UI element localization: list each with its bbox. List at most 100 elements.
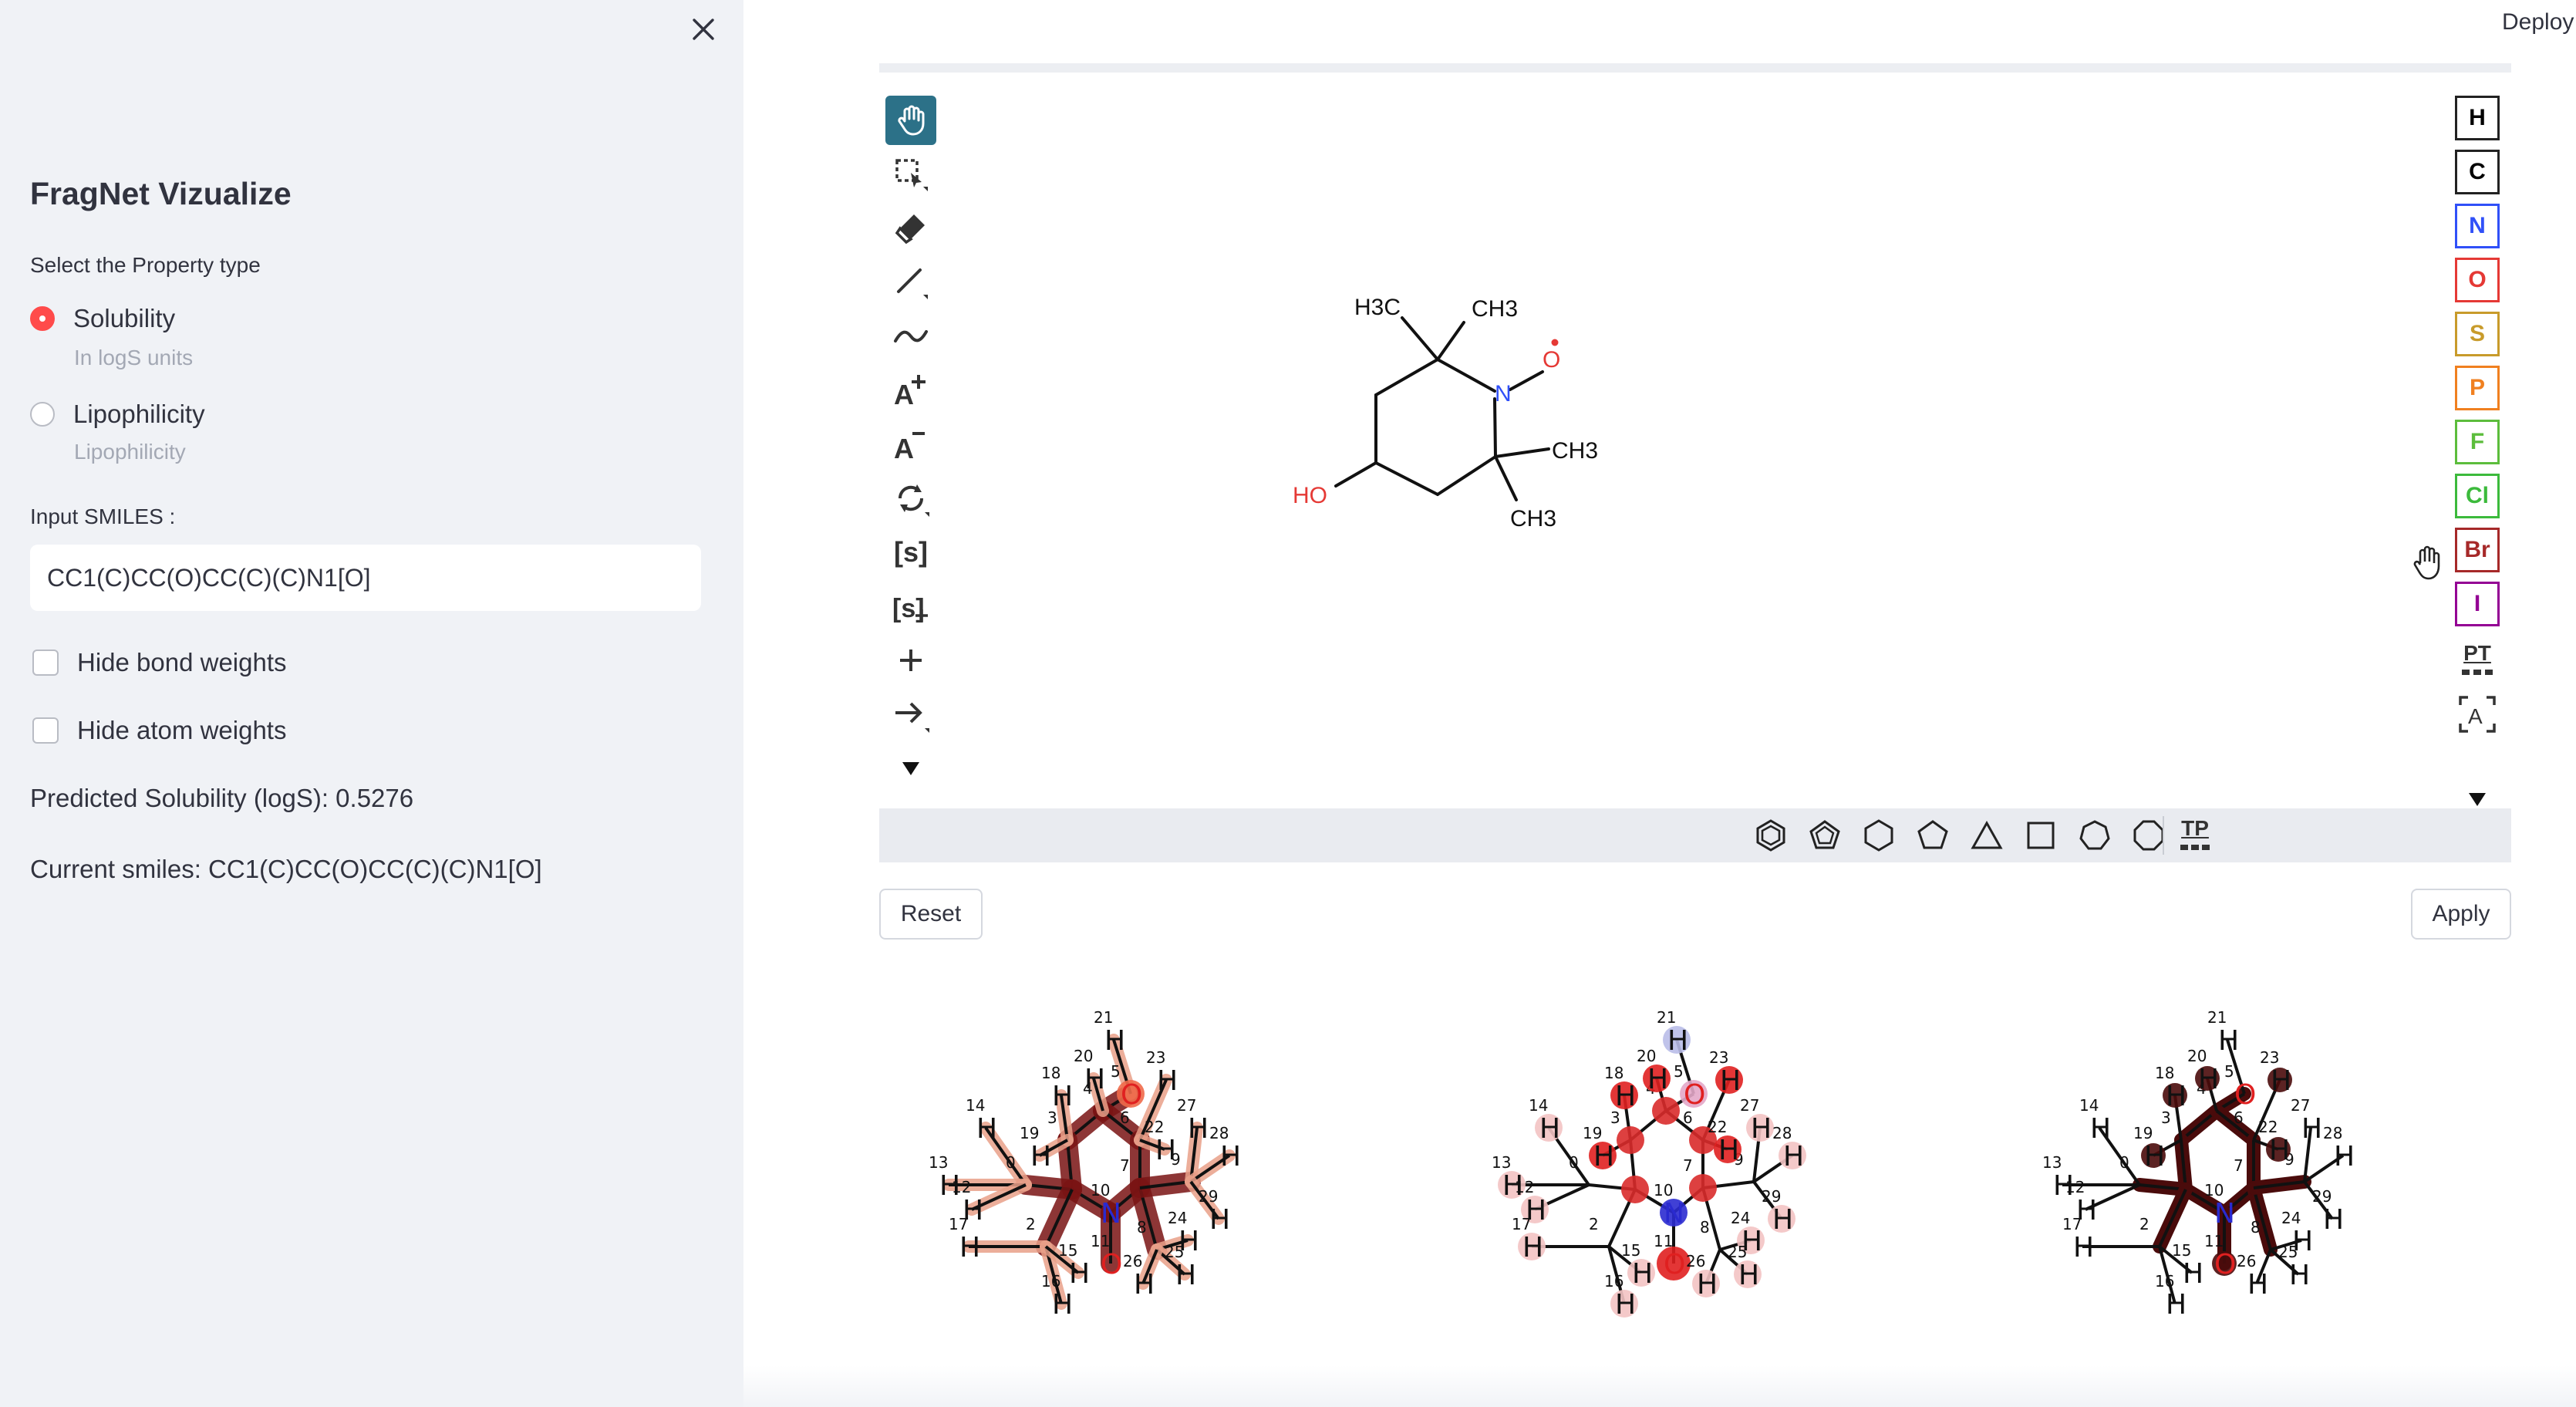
charge-plus-icon: A [894,375,926,410]
element-cl-button[interactable]: Cl [2455,474,2500,518]
triangle-icon [1971,820,2003,849]
select-tool[interactable] [885,150,936,199]
hide-atom-weights-checkbox[interactable]: Hide atom weights [32,716,286,745]
element-s-button[interactable]: S [2455,312,2500,356]
atom-weight-highlight [1680,1080,1708,1108]
hydroxyl-label: HO [1293,483,1327,508]
sgroup-tool[interactable]: [s] [885,528,936,577]
atom-weight-highlight [1621,1176,1649,1203]
smiles-label: Input SMILES : [30,504,176,528]
atom-index-label: 5 [2224,1062,2234,1081]
bond-line [2180,1139,2187,1190]
cyclopentadiene-template[interactable] [1800,808,1849,862]
smiles-input[interactable] [30,545,701,611]
rotate-tool[interactable] [885,474,936,523]
bond-line [1141,1249,1158,1284]
close-sidebar-button[interactable] [685,11,722,48]
atom-index-label: 17 [2062,1215,2082,1233]
atom-index-label: 18 [1604,1064,1623,1082]
reaction-arrow-tool[interactable] [885,690,936,739]
cyclobutane-template[interactable] [2016,808,2065,862]
element-n-button[interactable]: N [2455,204,2500,248]
apply-button[interactable]: Apply [2411,889,2511,940]
element-n-label: N [2469,213,2486,238]
add-tool[interactable] [885,636,936,685]
element-c-button[interactable]: C [2455,150,2500,194]
element-i-button[interactable]: I [2455,582,2500,626]
periodic-table-button[interactable]: PT [2453,636,2502,685]
bond-line [2303,1154,2345,1183]
atom-index-label: 14 [2079,1096,2099,1115]
editor-molecule[interactable]: H3C CH3 N O CH3 CH3 HO [1265,278,1635,555]
radio-lipophilicity[interactable]: Lipophilicity [30,400,205,429]
hydrogen-atom-label: H [1209,1204,1230,1236]
radio-button[interactable] [30,402,55,427]
atom-index-label: 28 [1772,1124,1792,1142]
more-elements-toggle[interactable] [2453,784,2502,815]
ketcher-editor[interactable] [879,63,2511,862]
atom-index-label: 12 [952,1178,971,1196]
element-o-button[interactable]: O [2455,258,2500,302]
element-h-button[interactable]: H [2455,96,2500,140]
more-tools-toggle[interactable] [885,744,936,793]
element-cl-label: Cl [2466,483,2489,508]
h3c-label: H3C [1354,295,1401,320]
element-p-button[interactable]: P [2455,366,2500,410]
charge-minus-tool[interactable]: A [885,420,936,469]
radical-dot [1551,339,1559,346]
bond-line [1039,1139,1068,1157]
single-bond-tool[interactable] [885,258,936,307]
atom-index-label: 15 [1058,1241,1077,1260]
hydrogen-atom-label: H [2289,1260,2310,1291]
atom-index-label: 17 [949,1215,968,1233]
cyclopropane-template[interactable] [1962,808,2011,862]
atom-index-label: 20 [1637,1047,1656,1065]
bond-line [2085,1183,2140,1211]
atom-weight-highlight [1627,1259,1655,1287]
cyclohexane-template[interactable] [1854,808,1903,862]
cyclooctane-template[interactable] [2124,808,2173,862]
hide-atom-weights-label: Hide atom weights [77,716,287,744]
template-library-button[interactable]: TP [2170,808,2220,862]
app-title: FragNet Vizualize [30,176,292,211]
bond-line [2158,1245,2193,1274]
oxygen-atom-label: O [1121,1079,1142,1111]
hide-bond-weights-checkbox[interactable]: Hide bond weights [32,648,287,677]
nitrogen-atom-label: N [2214,1198,2235,1230]
bond-line [1092,1078,1104,1112]
cycloheptane-template[interactable] [2070,808,2119,862]
element-f-button[interactable]: F [2455,420,2500,464]
bond-line [971,1183,1027,1211]
heptagon-icon [2079,820,2110,850]
eraser-tool[interactable] [885,204,936,253]
bottom-fade [743,1365,2576,1407]
atom-weight-highlight [1737,1226,1765,1254]
radio-button-selected[interactable] [30,306,55,331]
cyclopentane-template[interactable] [1908,808,1957,862]
chain-tool[interactable] [885,312,936,361]
atom-weight-highlight [1692,1270,1720,1297]
deploy-button[interactable]: Deploy [2502,9,2574,35]
checkbox-box[interactable] [32,717,59,744]
checkbox-box[interactable] [32,650,59,676]
bond-line [2180,1109,2218,1142]
radio-solubility[interactable]: Solubility [30,304,175,333]
bond-line [2158,1246,2176,1304]
plus-icon [900,650,922,671]
hydrogen-atom-label: H [1738,1260,1759,1291]
atom-index-label: 8 [1700,1218,1710,1237]
element-br-button[interactable]: Br [2455,528,2500,572]
charge-plus-tool[interactable]: A [885,366,936,415]
benzene-template[interactable] [1746,808,1795,862]
generic-atom-button[interactable]: A [2453,690,2502,739]
bond-line [1044,1245,1080,1274]
atom-weight-highlight [1518,1233,1546,1260]
element-i-label: I [2473,591,2481,616]
atom-weight-highlight [2212,1251,2237,1276]
sgroup-plus-tool[interactable]: [s] [885,582,936,631]
atom-index-label: 9 [1171,1150,1181,1169]
hand-tool[interactable] [885,96,936,145]
reset-button[interactable]: Reset [879,889,983,940]
bond-line [1189,1127,1199,1183]
atom-index-label: 7 [2234,1156,2244,1175]
